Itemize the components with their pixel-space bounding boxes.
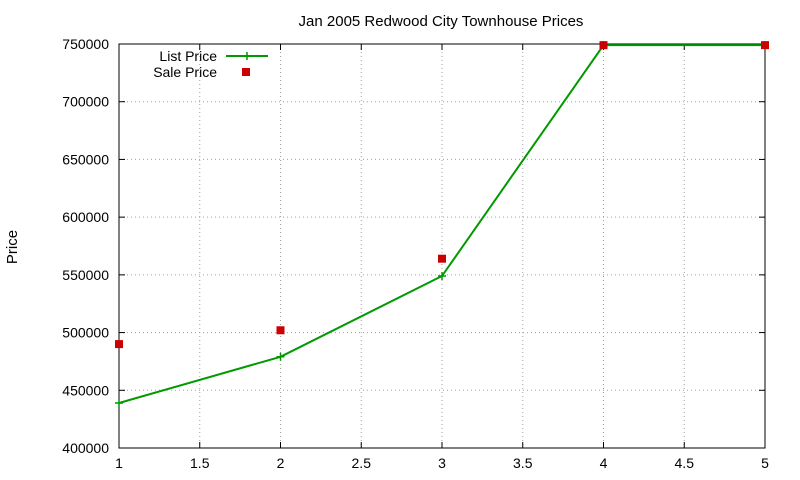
list-price-point — [115, 398, 123, 407]
x-tick-label: 3 — [438, 455, 446, 471]
y-tick-label: 550000 — [62, 267, 109, 283]
legend-label: Sale Price — [153, 64, 217, 80]
sale-price-point — [115, 340, 123, 349]
sale-price-point — [761, 41, 769, 50]
x-tick-label: 4.5 — [675, 455, 695, 471]
sale-price-point — [276, 326, 285, 335]
y-axis-label: Price — [4, 230, 21, 264]
legend-label: List Price — [159, 48, 217, 64]
y-tick-label: 700000 — [62, 94, 109, 110]
y-tick-label: 450000 — [62, 382, 109, 398]
y-tick-label: 400000 — [62, 440, 109, 456]
grid — [118, 43, 766, 449]
y-tick-label: 750000 — [62, 36, 109, 52]
x-tick-label: 2 — [277, 455, 285, 471]
list-price-point — [438, 272, 446, 281]
y-tick-label: 600000 — [62, 209, 109, 225]
series-layer — [115, 41, 769, 407]
x-tick-label: 1 — [115, 455, 123, 471]
axis-ticks: 1 1.5 2 2.5 3 3.5 4 4.5 5 400000 450000 500000 55000… — [62, 36, 769, 471]
chart-title: Jan 2005 Redwood City Townhouse Prices — [299, 13, 584, 30]
sale-price-point — [599, 41, 608, 50]
legend-swatch-marker — [242, 68, 250, 76]
x-tick-label: 2.5 — [352, 455, 372, 471]
x-tick-label: 5 — [761, 455, 769, 471]
x-tick-label: 4 — [600, 455, 608, 471]
legend-swatch-marker — [243, 52, 251, 60]
y-tick-label: 650000 — [62, 151, 109, 167]
list-price-point — [276, 352, 285, 361]
x-tick-label: 3.5 — [513, 455, 533, 471]
x-tick-label: 1.5 — [190, 455, 210, 471]
y-tick-label: 500000 — [62, 325, 109, 341]
sale-price-point — [438, 254, 446, 263]
